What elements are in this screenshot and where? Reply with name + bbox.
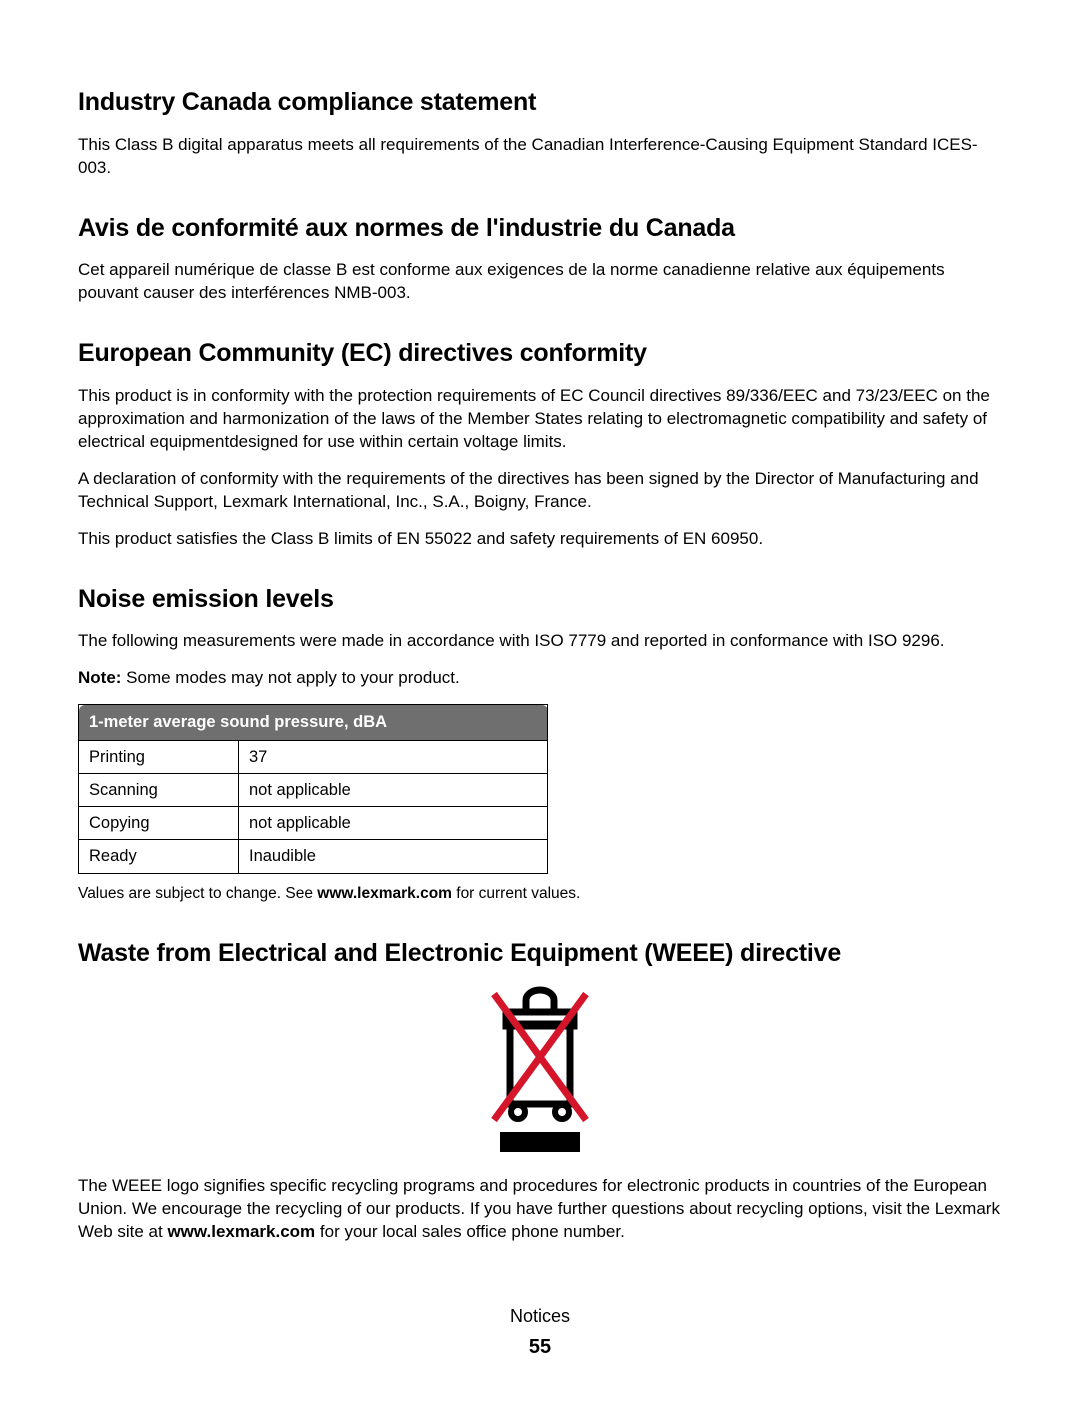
table-cell-mode: Scanning [79, 773, 239, 806]
section-noise: Noise emission levels The following meas… [78, 583, 1002, 905]
section-ec: European Community (EC) directives confo… [78, 337, 1002, 550]
table-cell-mode: Printing [79, 740, 239, 773]
weee-text-post: for your local sales office phone number… [315, 1222, 625, 1241]
table-row: Scanning not applicable [79, 773, 548, 806]
paragraph: A declaration of conformity with the req… [78, 468, 1002, 514]
heading-weee: Waste from Electrical and Electronic Equ… [78, 937, 1002, 971]
section-industry-canada: Industry Canada compliance statement Thi… [78, 86, 1002, 180]
caption-post: for current values. [452, 885, 580, 902]
table-row: Copying not applicable [79, 807, 548, 840]
footer-page-number: 55 [78, 1334, 1002, 1361]
paragraph: The WEEE logo signifies specific recycli… [78, 1175, 1002, 1244]
footer-title: Notices [78, 1304, 1002, 1328]
table-cell-value: Inaudible [239, 840, 548, 873]
table-caption: Values are subject to change. See www.le… [78, 884, 1002, 905]
paragraph: This Class B digital apparatus meets all… [78, 134, 1002, 180]
section-avis: Avis de conformité aux normes de l'indus… [78, 212, 1002, 306]
weee-link: www.lexmark.com [167, 1222, 315, 1241]
table-cell-value: not applicable [239, 773, 548, 806]
heading-industry-canada: Industry Canada compliance statement [78, 86, 1002, 120]
table-cell-mode: Ready [79, 840, 239, 873]
table-row: Ready Inaudible [79, 840, 548, 873]
note-text: Some modes may not apply to your product… [126, 668, 460, 687]
heading-noise: Noise emission levels [78, 583, 1002, 617]
page-footer: Notices 55 [78, 1304, 1002, 1361]
section-weee: Waste from Electrical and Electronic Equ… [78, 937, 1002, 1245]
note-label: Note: [78, 668, 126, 687]
table-header: 1-meter average sound pressure, dBA [79, 705, 548, 740]
table-cell-mode: Copying [79, 807, 239, 840]
caption-pre: Values are subject to change. See [78, 885, 317, 902]
paragraph: This product satisfies the Class B limit… [78, 528, 1002, 551]
heading-avis: Avis de conformité aux normes de l'indus… [78, 212, 1002, 246]
paragraph: The following measurements were made in … [78, 630, 1002, 653]
table-cell-value: 37 [239, 740, 548, 773]
weee-logo-wrap [78, 984, 1002, 1161]
paragraph: This product is in conformity with the p… [78, 385, 1002, 454]
note: Note: Some modes may not apply to your p… [78, 667, 1002, 690]
table-row: Printing 37 [79, 740, 548, 773]
noise-table: 1-meter average sound pressure, dBA Prin… [78, 704, 548, 873]
caption-link: www.lexmark.com [317, 885, 452, 902]
paragraph: Cet appareil numérique de classe B est c… [78, 259, 1002, 305]
table-cell-value: not applicable [239, 807, 548, 840]
weee-icon [480, 984, 600, 1154]
heading-ec: European Community (EC) directives confo… [78, 337, 1002, 371]
